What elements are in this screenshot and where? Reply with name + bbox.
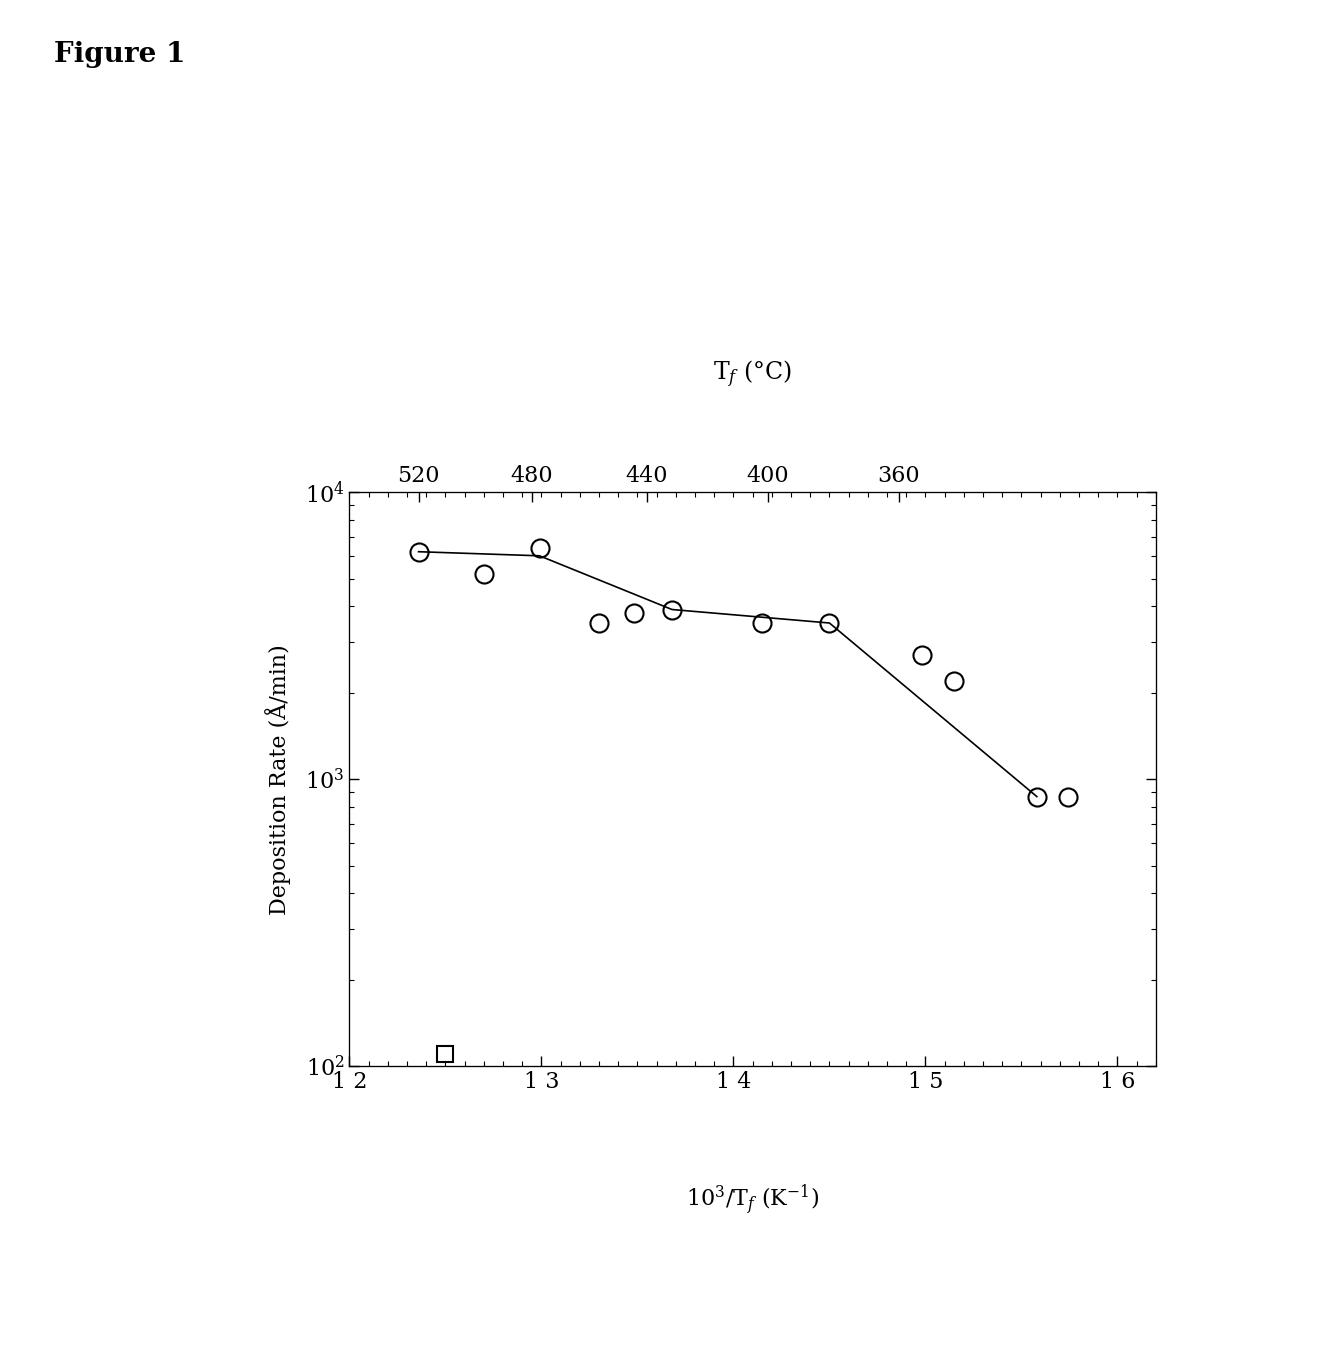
Text: T$_f$ (°C): T$_f$ (°C) (714, 358, 792, 390)
Y-axis label: Deposition Rate (Å/min): Deposition Rate (Å/min) (265, 644, 292, 915)
Text: 10$^3$/T$_f$ (K$^{-1}$): 10$^3$/T$_f$ (K$^{-1}$) (685, 1182, 820, 1217)
Text: Figure 1: Figure 1 (54, 41, 185, 68)
